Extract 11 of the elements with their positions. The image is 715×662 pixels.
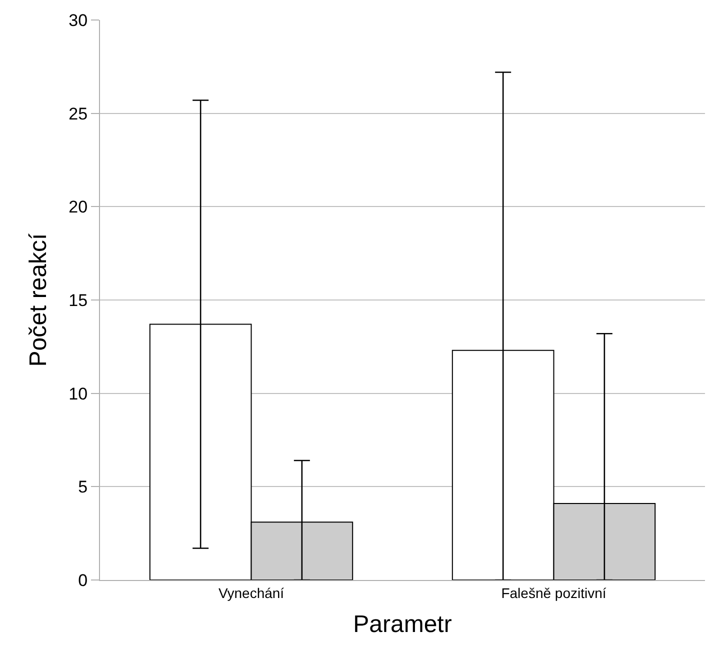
y-tick-label: 0: [78, 570, 88, 590]
x-tick-label: Vynechání: [218, 584, 284, 601]
y-tick-label: 20: [68, 198, 88, 217]
x-tick-label: Falešně pozitivní: [501, 584, 606, 601]
y-tick-label: 25: [68, 104, 88, 124]
y-axis-title: Počet reakcí: [24, 232, 52, 367]
y-tick-label: 10: [68, 384, 88, 404]
x-axis-title: Parametr: [353, 611, 452, 638]
y-tick-label: 15: [68, 290, 88, 310]
y-tick-label: 5: [78, 478, 88, 497]
y-tick-label: 30: [68, 10, 88, 30]
